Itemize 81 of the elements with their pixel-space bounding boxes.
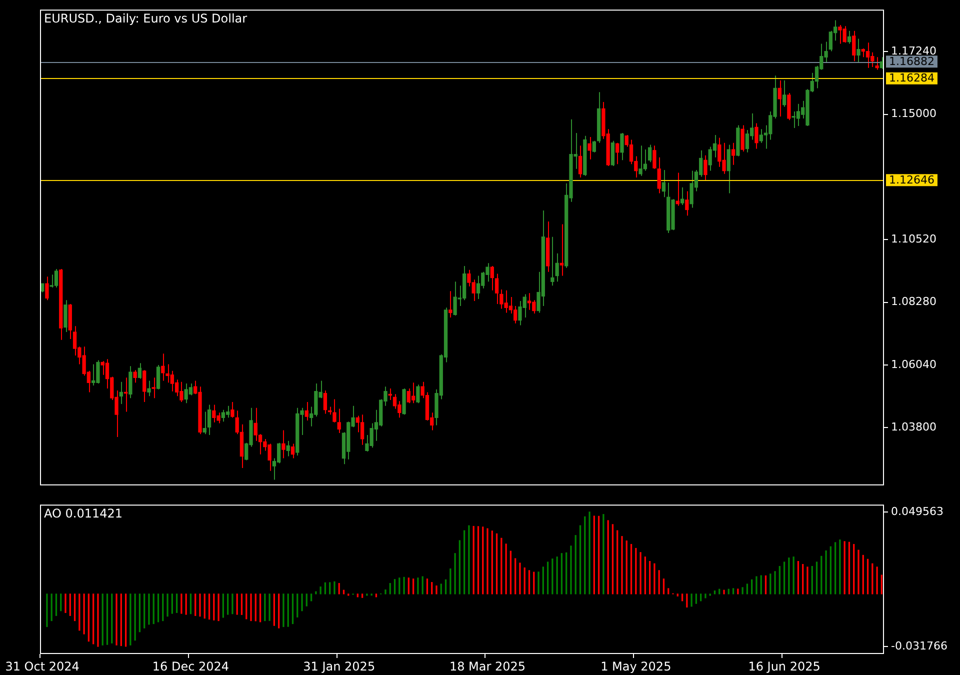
candlestick: [704, 154, 708, 182]
candlestick: [856, 38, 860, 62]
chart-title: EURUSD., Daily: Euro vs US Dollar: [44, 12, 248, 26]
candlestick: [588, 136, 592, 160]
x-tick-label: 1 May 2025: [600, 659, 672, 674]
candlestick: [550, 236, 554, 286]
candlestick: [360, 414, 364, 446]
candlestick: [490, 265, 494, 291]
y-tick-label: 1.06040: [891, 358, 936, 371]
candlestick: [680, 186, 684, 206]
candlestick: [207, 404, 212, 436]
candlestick: [847, 30, 852, 44]
candlestick: [392, 394, 397, 410]
candlestick: [731, 142, 736, 166]
candlestick: [411, 382, 416, 404]
candlestick: [282, 430, 286, 459]
candlestick: [494, 273, 499, 305]
candlestick: [290, 443, 295, 459]
y-tick-label: 1.10520: [891, 232, 936, 246]
candlestick: [230, 401, 234, 418]
candlestick: [54, 268, 58, 288]
candlestick: [226, 405, 230, 418]
candlestick: [152, 377, 156, 399]
candlestick: [448, 290, 452, 318]
candlestick: [652, 145, 656, 170]
candlestick: [782, 80, 786, 108]
candlestick: [648, 144, 652, 163]
candlestick: [560, 224, 564, 276]
candlestick: [221, 409, 226, 422]
candlestick: [875, 56, 879, 70]
candlestick: [138, 362, 142, 380]
candlestick: [133, 370, 137, 384]
candlestick: [323, 390, 328, 414]
x-tick-label: 16 Dec 2024: [152, 659, 230, 674]
ref-line-label: 1.16882: [889, 54, 934, 68]
candlestick: [740, 124, 744, 152]
x-tick-label: 31 Jan 2025: [303, 659, 376, 674]
candlestick: [156, 364, 160, 390]
y-tick-label: 1.17240: [891, 44, 936, 58]
candlestick: [476, 275, 480, 300]
candlestick: [555, 252, 559, 282]
x-tick-label: 18 Mar 2025: [449, 659, 526, 674]
candlestick: [286, 440, 290, 457]
candlestick: [745, 129, 750, 153]
candlestick: [337, 408, 341, 434]
candlestick: [685, 190, 689, 216]
candlestick: [128, 366, 132, 399]
candlestick: [866, 42, 870, 68]
y-tick-label: 1.08280: [891, 295, 936, 308]
candlestick: [304, 401, 308, 421]
candlestick: [676, 172, 680, 206]
candlestick: [852, 30, 856, 62]
ref-line-label: 1.16284: [889, 72, 934, 85]
candlestick: [578, 145, 582, 178]
candlestick: [610, 140, 615, 167]
candlestick: [142, 370, 146, 402]
x-tick-label: 31 Oct 2024: [5, 659, 80, 674]
candlestick: [527, 292, 532, 310]
candlestick: [726, 144, 730, 194]
x-tick-label: 16 Jun 2025: [748, 659, 820, 674]
candlestick: [778, 80, 782, 118]
candlestick: [276, 442, 281, 464]
candlestick: [119, 381, 123, 404]
y-tick-label: 1.15000: [891, 107, 936, 120]
candlestick: [332, 398, 336, 423]
ref-line-label: 1.12646: [889, 174, 934, 187]
y-tick-label: -0.031766: [891, 639, 948, 652]
candlestick: [416, 384, 420, 404]
candlestick: [64, 300, 68, 333]
candlestick: [592, 140, 596, 153]
candlestick: [662, 169, 666, 198]
y-tick-label: 1.03800: [891, 420, 936, 434]
candlestick: [616, 142, 620, 165]
candlestick: [45, 276, 49, 301]
candlestick: [72, 326, 77, 356]
chart-title: AO 0.011421: [44, 506, 123, 521]
candlestick: [754, 122, 758, 150]
candlestick: [147, 380, 151, 397]
y-tick-label: 0.049563: [891, 504, 944, 518]
candlestick: [657, 156, 661, 194]
candlestick: [620, 132, 624, 161]
